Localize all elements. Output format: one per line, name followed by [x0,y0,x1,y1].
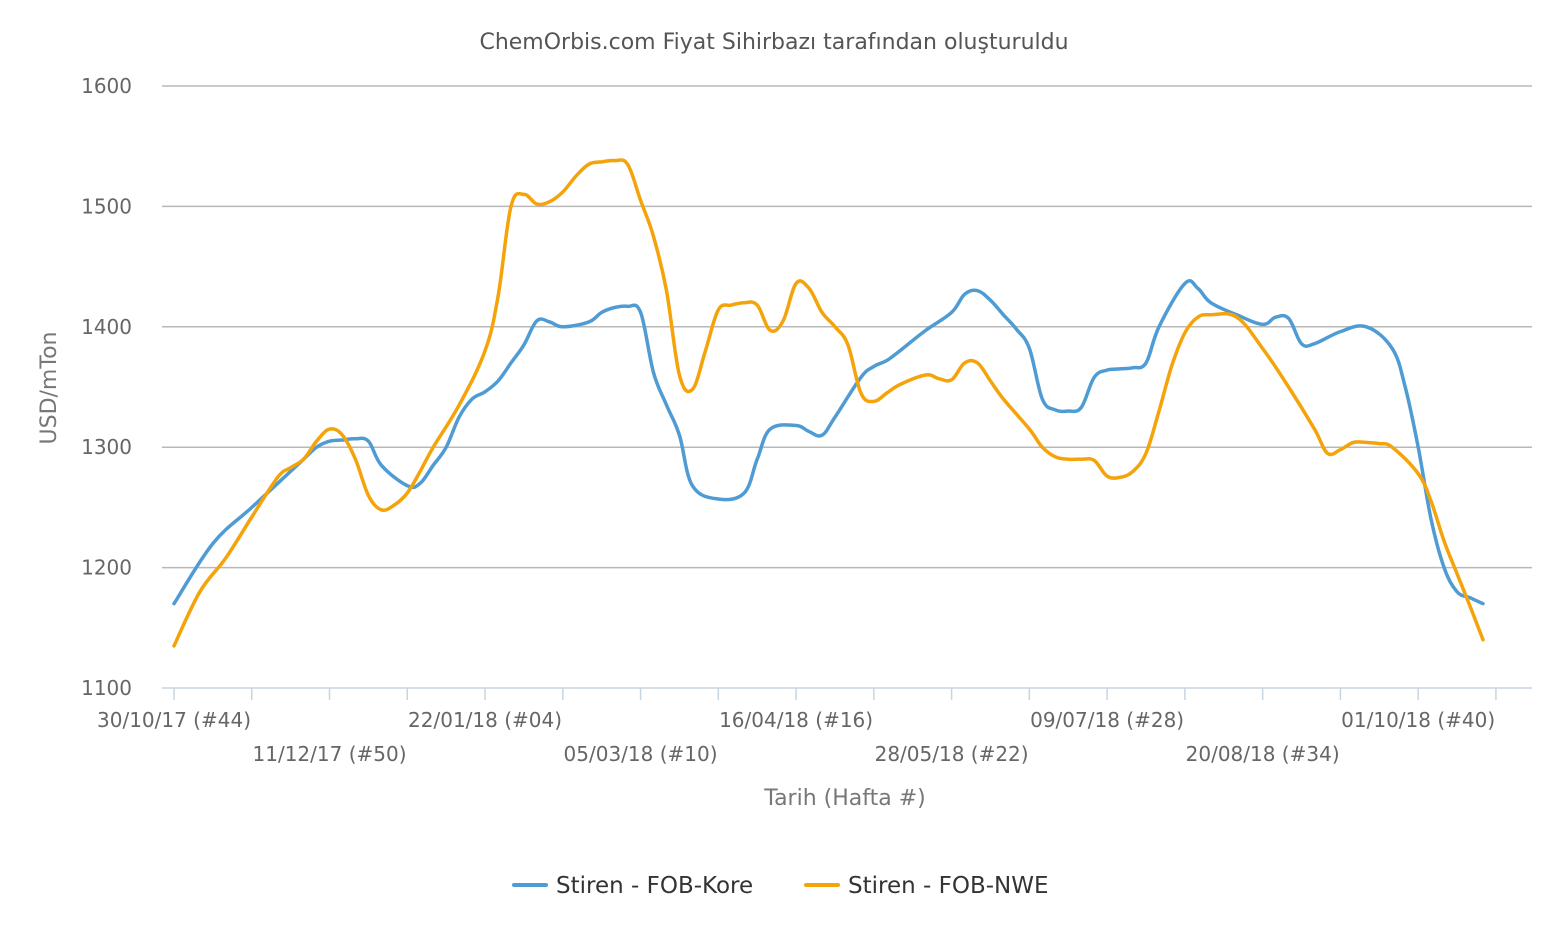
x-tick-label: 09/07/18 (#28) [1030,708,1184,732]
y-tick-label: 1600 [81,74,132,98]
x-tick-label: 30/10/17 (#44) [97,708,251,732]
legend-label: Stiren - FOB-Kore [556,873,753,899]
x-tick-label: 01/10/18 (#40) [1341,708,1495,732]
y-tick-labels: 1100 1200 1300 1400 1500 1600 [81,74,132,700]
gridlines [162,85,1532,569]
x-tick-labels: 30/10/17 (#44)11/12/17 (#50)22/01/18 (#0… [97,708,1495,766]
y-tick-label: 1500 [81,194,132,218]
x-tick-label: 11/12/17 (#50) [253,742,407,766]
chart-title: ChemOrbis.com Fiyat Sihirbazı tarafından… [479,30,1068,55]
x-ticks [173,688,1497,700]
y-tick-label: 1200 [81,556,132,580]
x-tick-label: 05/03/18 (#10) [564,742,718,766]
y-tick-label: 1300 [81,435,132,459]
y-tick-label: 1100 [81,676,132,700]
series-lines [172,158,1485,648]
series-line-stiren-fob-nwe [172,158,1485,648]
legend-label: Stiren - FOB-NWE [848,873,1049,899]
x-tick-label: 16/04/18 (#16) [719,708,873,732]
series-line-stiren-fob-kore [172,279,1485,606]
y-tick-label: 1400 [81,315,132,339]
y-axis-title: USD/mTon [37,332,62,445]
x-tick-label: 28/05/18 (#22) [875,742,1029,766]
legend-item-stiren-fob-nwe[interactable]: Stiren - FOB-NWE [804,873,1049,899]
x-axis-title: Tarih (Hafta #) [763,786,925,811]
legend: Stiren - FOB-Kore Stiren - FOB-NWE [512,873,1049,899]
x-tick-label: 20/08/18 (#34) [1186,742,1340,766]
x-tick-label: 22/01/18 (#04) [408,708,562,732]
legend-item-stiren-fob-kore[interactable]: Stiren - FOB-Kore [512,873,753,899]
